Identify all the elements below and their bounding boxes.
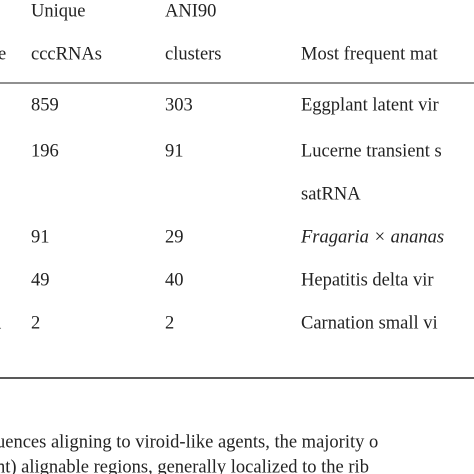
row-stub: d — [0, 313, 2, 333]
cell: 91 — [31, 227, 50, 247]
caption-line: uences aligning to viroid-like agents, t… — [0, 432, 378, 452]
cell: Carnation small vi — [301, 313, 438, 333]
cell: 2 — [31, 313, 40, 333]
cell: 196 — [31, 141, 59, 161]
cell: Hepatitis delta vir — [301, 270, 434, 290]
cell: Eggplant latent vir — [301, 95, 439, 115]
cell: 49 — [31, 270, 50, 290]
cell: Fragaria × ananas — [300, 227, 444, 247]
cell: 40 — [165, 270, 184, 290]
cell: 91 — [165, 141, 184, 161]
caption-line: nt) alignable regions, generally localiz… — [0, 457, 369, 474]
cell: 859 — [31, 95, 59, 115]
cell: Lucerne transient s — [301, 141, 442, 161]
header-cell: clusters — [165, 44, 222, 64]
header-cell: Most frequent mat — [301, 44, 439, 64]
cell: satRNA — [301, 184, 361, 204]
header-cell: cccRNAs — [31, 44, 102, 64]
header-cell: ANI90 — [165, 1, 216, 21]
cell: 2 — [165, 313, 174, 333]
cell: 29 — [165, 227, 184, 247]
header-stub: e — [0, 44, 6, 64]
cell: 303 — [165, 95, 193, 115]
header-cell: Unique — [31, 1, 85, 21]
